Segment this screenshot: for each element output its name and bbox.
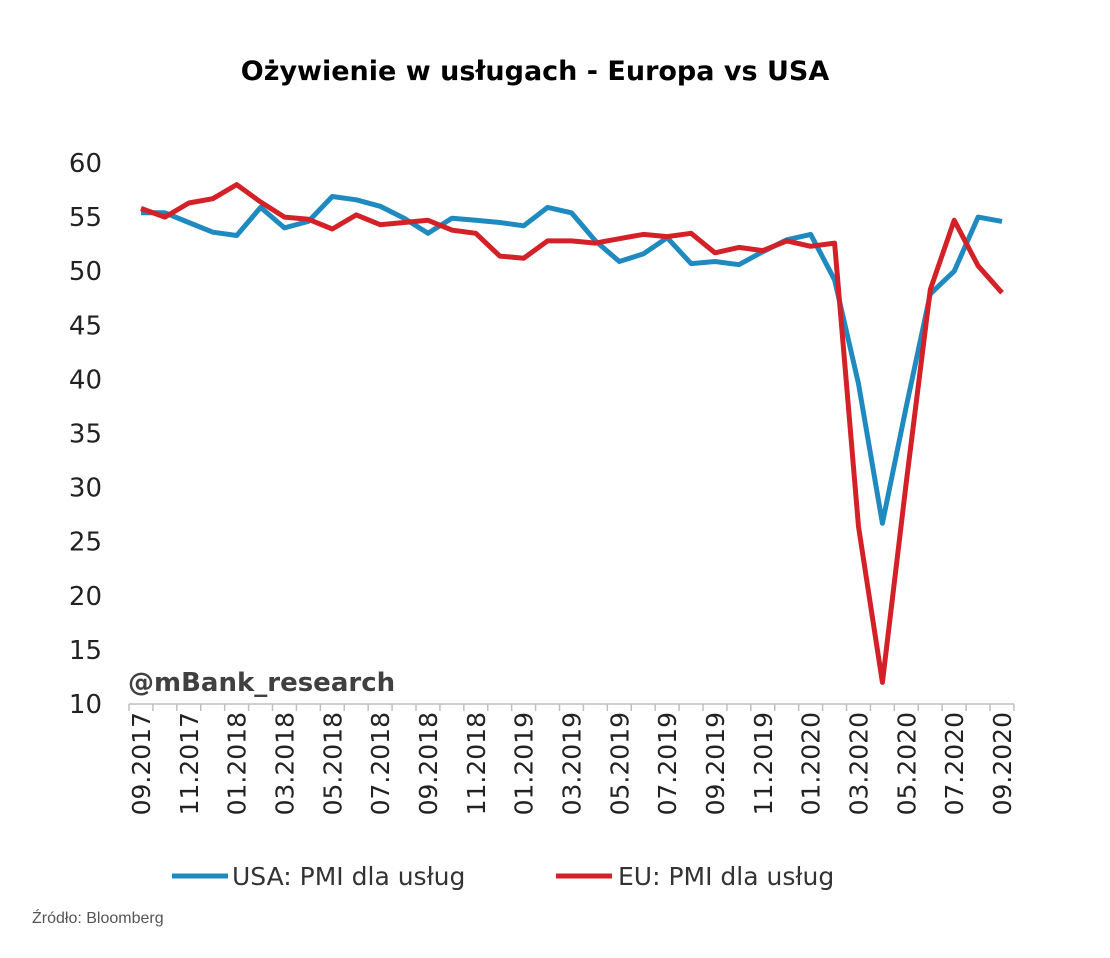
- y-tick-label: 60: [69, 149, 102, 179]
- x-tick-label: 07.2020: [940, 712, 969, 815]
- x-tick-label: 11.2017: [175, 712, 204, 815]
- x-tick-label: 09.2017: [127, 712, 156, 815]
- y-tick-label: 25: [69, 528, 102, 558]
- source-note: Źródło: Bloomberg: [32, 910, 164, 927]
- y-tick-label: 55: [69, 203, 102, 233]
- y-tick-label: 10: [69, 690, 102, 720]
- x-tick-label: 05.2020: [892, 712, 921, 815]
- series-line-usa: [141, 194, 1003, 526]
- watermark: @mBank_research: [128, 668, 395, 698]
- x-tick-label: 01.2020: [797, 712, 826, 815]
- x-tick-label: 05.2019: [605, 712, 634, 815]
- x-tick-label: 09.2018: [414, 712, 443, 815]
- chart-title: Ożywienie w usługach - Europa vs USA: [240, 56, 830, 87]
- x-tick-label: 07.2019: [653, 712, 682, 815]
- y-tick-label: 40: [69, 365, 102, 395]
- x-tick-label: 01.2019: [510, 712, 539, 815]
- x-tick-label: 11.2018: [462, 712, 491, 815]
- legend-label: USA: PMI dla usług: [232, 862, 465, 891]
- y-tick-label: 30: [69, 474, 102, 504]
- y-tick-label: 15: [69, 636, 102, 666]
- legend-label: EU: PMI dla usług: [618, 862, 834, 891]
- y-tick-label: 35: [69, 420, 102, 450]
- x-tick-label: 03.2018: [271, 712, 300, 815]
- x-tick-label: 09.2019: [701, 712, 730, 815]
- x-tick-label: 07.2018: [366, 712, 395, 815]
- x-tick-label: 09.2020: [988, 712, 1017, 815]
- x-tick-label: 05.2018: [318, 712, 347, 815]
- x-tick-label: 03.2019: [558, 712, 587, 815]
- x-tick-label: 11.2019: [749, 712, 778, 815]
- series-line-eu: [140, 182, 1004, 685]
- y-tick-label: 45: [69, 311, 102, 341]
- y-tick-label: 20: [69, 582, 102, 612]
- x-tick-label: 03.2020: [845, 712, 874, 815]
- y-tick-label: 50: [69, 257, 102, 287]
- x-tick-label: 01.2018: [223, 712, 252, 815]
